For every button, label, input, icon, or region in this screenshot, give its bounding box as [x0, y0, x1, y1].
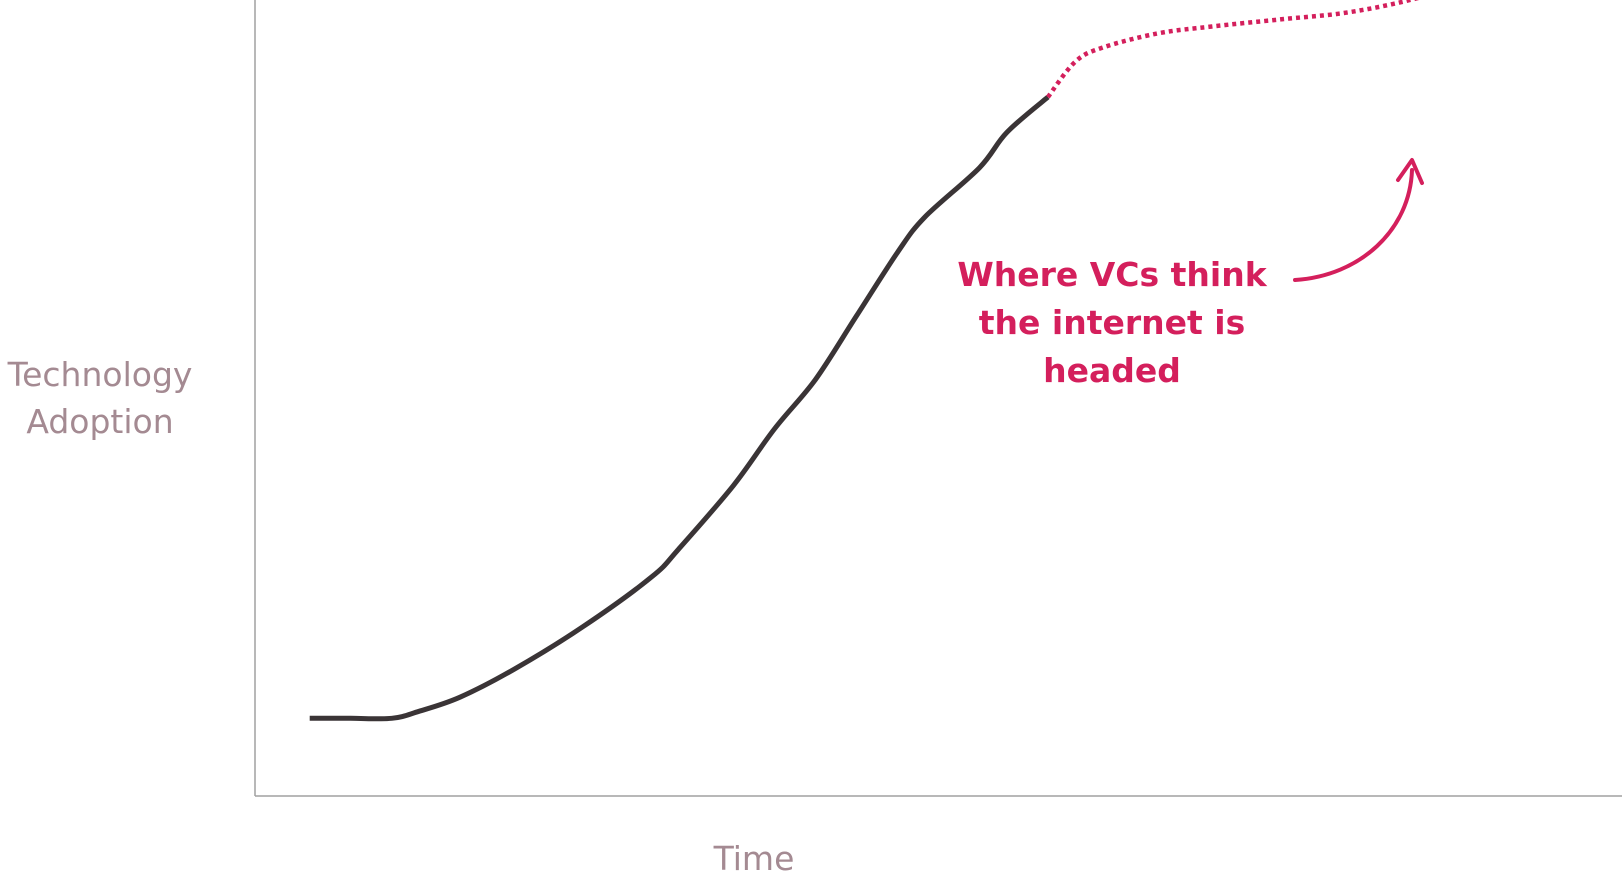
x-axis-title: Time — [713, 839, 795, 878]
annotation-arrowhead — [1396, 158, 1424, 185]
annotation-line-1: Where VCs think — [957, 255, 1267, 294]
y-axis-title-line-1: Technology — [7, 355, 193, 394]
actual-adoption-line — [309, 95, 1050, 722]
projected-adoption-line — [1046, 0, 1419, 99]
vc-annotation: Where VCs think the internet is headed — [957, 158, 1424, 390]
annotation-line-2: the internet is — [979, 303, 1245, 342]
annotation-arrow — [1293, 168, 1414, 282]
annotation-line-3: headed — [1043, 351, 1181, 390]
series-group — [309, 0, 1419, 722]
axes — [254, 0, 1622, 797]
y-axis-title-line-2: Adoption — [26, 402, 173, 441]
